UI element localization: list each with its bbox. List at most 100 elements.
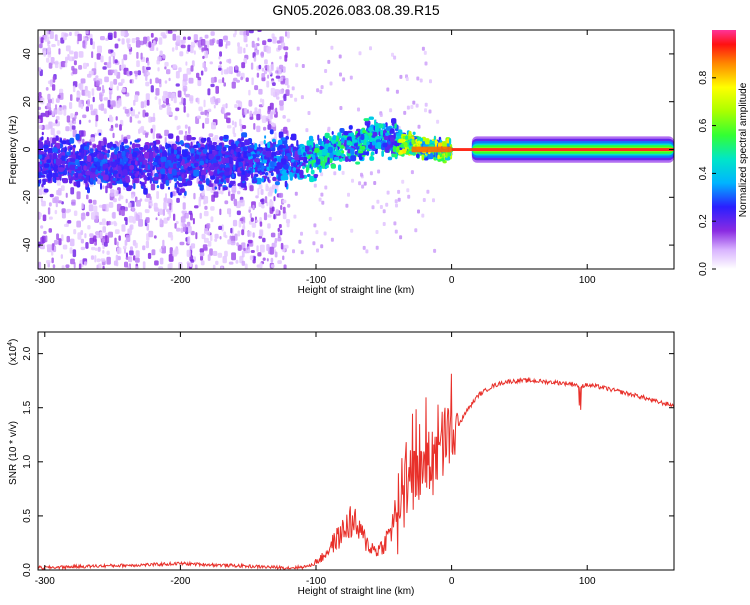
noise-cell	[417, 209, 420, 214]
x-tick-label: -100	[306, 576, 326, 587]
noise-cell	[166, 69, 171, 75]
noise-cell	[210, 97, 215, 103]
ridge-cell	[208, 153, 214, 160]
ridge-cell	[306, 151, 312, 155]
noise-cell	[266, 80, 270, 88]
ridge-cell	[161, 151, 168, 158]
noise-cell	[186, 113, 190, 118]
noise-cell	[211, 137, 217, 142]
colorbar: 0.0 0.2 0.4 0.6 0.8 Normalized spectral ampl…	[698, 30, 749, 276]
noise-cell	[235, 100, 241, 104]
ridge-cell	[380, 130, 383, 136]
noise-cell	[212, 250, 218, 256]
ridge-cell	[107, 142, 112, 149]
ridge-cell	[296, 139, 299, 147]
y-tick-label: 40	[22, 48, 33, 60]
noise-cell	[70, 258, 75, 265]
colorbar-tick-label: 0.8	[698, 70, 709, 84]
ridge-cell	[290, 143, 294, 148]
noise-cell	[55, 98, 60, 103]
ridge-cell	[391, 153, 395, 158]
noise-cell	[426, 189, 430, 194]
noise-cell	[171, 47, 175, 52]
ridge-cell	[316, 158, 321, 165]
ridge-cell	[150, 162, 153, 170]
noise-cell	[39, 212, 42, 217]
ridge-cell	[321, 148, 327, 156]
noise-cell	[258, 235, 263, 239]
noise-cell	[406, 105, 410, 110]
ridge-cell	[358, 150, 364, 154]
noise-cell	[251, 77, 254, 86]
noise-cell	[56, 233, 59, 240]
ridge-cell	[322, 161, 325, 169]
noise-cell	[363, 181, 367, 186]
ridge-cell	[58, 167, 64, 172]
ridge-cell	[396, 146, 400, 153]
ridge-cell	[387, 156, 393, 161]
noise-cell	[210, 77, 215, 84]
ridge-cell	[278, 131, 284, 139]
noise-cell	[351, 178, 354, 183]
noise-cell	[40, 97, 45, 105]
ridge-cell	[43, 163, 50, 168]
ridge-cell	[329, 152, 334, 159]
ridge-cell	[148, 152, 154, 160]
noise-cell	[175, 220, 179, 225]
ridge-cell	[201, 173, 206, 181]
ridge-cell	[371, 140, 376, 146]
noise-cell	[267, 214, 272, 218]
noise-cell	[249, 213, 252, 219]
noise-cell	[175, 45, 178, 51]
snr-y-scale-base: (x10	[8, 345, 19, 365]
noise-cell	[187, 226, 192, 233]
noise-cell	[88, 119, 91, 123]
noise-cell	[120, 30, 126, 37]
noise-cell	[117, 38, 121, 42]
ridge-cell	[225, 157, 230, 164]
noise-cell	[161, 104, 166, 108]
ridge-cell	[220, 178, 224, 183]
ridge-cell	[76, 180, 81, 188]
colorbar-tick-label: 0.6	[698, 118, 709, 132]
noise-cell	[419, 78, 423, 83]
noise-cell	[274, 251, 278, 258]
ridge-cell	[341, 153, 345, 158]
noise-cell	[153, 235, 157, 239]
ridge-cell	[158, 158, 161, 165]
noise-cell	[275, 75, 281, 79]
ridge-cell	[179, 140, 184, 145]
noise-cell	[146, 72, 151, 76]
noise-cell	[379, 113, 383, 117]
noise-cell	[233, 198, 237, 207]
noise-cell	[179, 241, 185, 246]
ridge-cell	[331, 131, 334, 135]
ridge-cell	[93, 180, 96, 186]
noise-cell	[286, 118, 291, 123]
noise-cell	[320, 172, 324, 177]
noise-cell	[423, 50, 427, 55]
ridge-cell	[52, 172, 57, 178]
noise-cell	[97, 263, 102, 269]
ridge-cell	[312, 154, 316, 160]
y-tick-label: 1.0	[22, 454, 33, 468]
ridge-cell	[391, 118, 397, 124]
ridge-cell	[103, 174, 109, 181]
noise-cell	[51, 97, 54, 104]
noise-cell	[65, 210, 70, 214]
noise-cell	[190, 243, 196, 249]
snr-frame	[37, 331, 675, 571]
noise-cell	[224, 113, 228, 119]
noise-cell	[273, 196, 276, 202]
noise-cell	[106, 62, 112, 69]
ridge-cell	[309, 175, 315, 183]
noise-cell	[395, 203, 398, 208]
noise-cell	[61, 208, 66, 213]
noise-cell	[96, 86, 101, 91]
noise-cell	[54, 196, 59, 203]
noise-cell	[107, 32, 113, 40]
noise-cell	[270, 257, 274, 263]
noise-cell	[47, 93, 51, 101]
spectrogram-marks	[38, 30, 674, 269]
